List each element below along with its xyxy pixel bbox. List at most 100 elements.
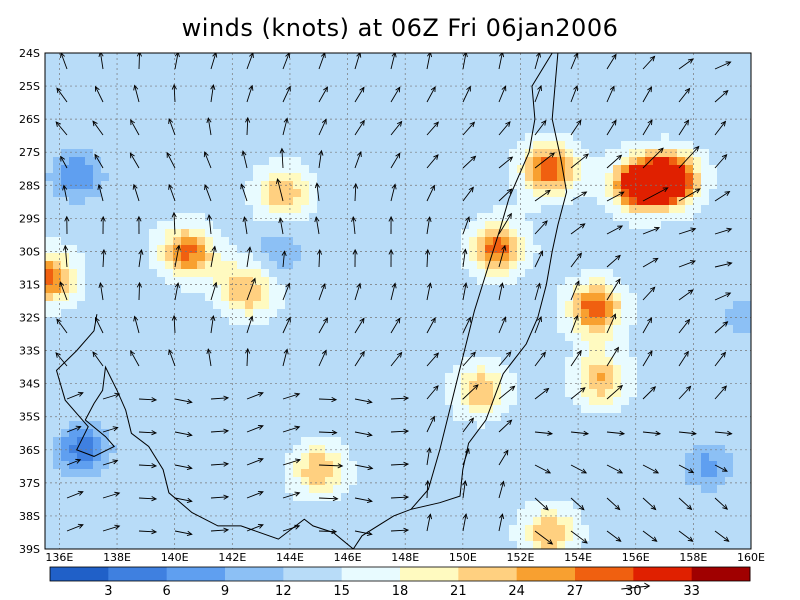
field-cell [357,109,366,118]
field-cell [517,189,526,198]
field-cell [405,357,414,366]
field-cell [341,293,350,302]
field-cell [477,373,486,382]
field-cell [133,229,142,238]
field-cell [557,285,566,294]
field-cell [117,501,126,510]
field-cell [597,461,606,470]
field-cell [357,437,366,446]
field-cell [357,101,366,110]
field-cell [437,533,446,542]
field-cell [261,285,270,294]
field-cell [549,413,558,422]
field-cell [445,365,454,374]
field-cell [629,285,638,294]
field-cell [125,389,134,398]
field-cell [469,381,478,390]
field-cell [605,269,614,278]
field-cell [301,429,310,438]
field-cell [341,373,350,382]
field-cell [613,349,622,358]
field-cell [149,277,158,286]
field-cell [493,301,502,310]
field-cell [269,149,278,158]
field-cell [285,333,294,342]
field-cell [501,493,510,502]
field-cell [477,245,486,254]
field-cell [61,101,70,110]
field-cell [157,349,166,358]
field-cell [429,381,438,390]
field-cell [197,309,206,318]
field-cell [685,165,694,174]
field-cell [45,253,54,262]
field-cell [157,365,166,374]
field-cell [549,429,558,438]
field-cell [85,341,94,350]
field-cell [109,421,118,430]
field-cell [613,389,622,398]
field-cell [229,501,238,510]
field-cell [445,461,454,470]
field-cell [421,397,430,406]
field-cell [141,453,150,462]
field-cell [349,453,358,462]
field-cell [629,157,638,166]
field-cell [605,341,614,350]
field-cell [573,277,582,286]
field-cell [309,461,318,470]
field-cell [173,341,182,350]
field-cell [325,101,334,110]
field-cell [565,469,574,478]
field-cell [45,245,54,254]
field-cell [413,157,422,166]
field-cell [565,381,574,390]
field-cell [229,77,238,86]
field-cell [493,501,502,510]
field-cell [221,333,230,342]
field-cell [285,213,294,222]
field-cell [357,293,366,302]
field-cell [605,469,614,478]
field-cell [469,293,478,302]
field-cell [309,229,318,238]
field-cell [157,101,166,110]
field-cell [45,453,54,462]
field-cell [261,317,270,326]
field-cell [357,445,366,454]
field-cell [437,469,446,478]
field-cell [253,309,262,318]
field-cell [677,301,686,310]
field-cell [93,117,102,126]
field-cell [645,93,654,102]
field-cell [405,141,414,150]
field-cell [197,269,206,278]
field-cell [581,125,590,134]
field-cell [349,181,358,190]
field-cell [53,533,62,542]
field-cell [509,149,518,158]
field-cell [309,277,318,286]
field-cell [325,349,334,358]
field-cell [285,485,294,494]
field-cell [517,245,526,254]
field-cell [53,181,62,190]
field-cell [565,429,574,438]
field-cell [149,341,158,350]
field-cell [621,149,630,158]
field-cell [293,157,302,166]
field-cell [293,541,302,549]
field-cell [565,149,574,158]
field-cell [453,237,462,246]
field-cell [269,53,278,62]
field-cell [485,373,494,382]
field-cell [117,493,126,502]
field-cell [541,485,550,494]
field-cell [485,309,494,318]
field-cell [621,429,630,438]
field-cell [109,397,118,406]
field-cell [237,261,246,270]
field-cell [557,69,566,78]
field-cell [269,437,278,446]
field-cell [205,509,214,518]
